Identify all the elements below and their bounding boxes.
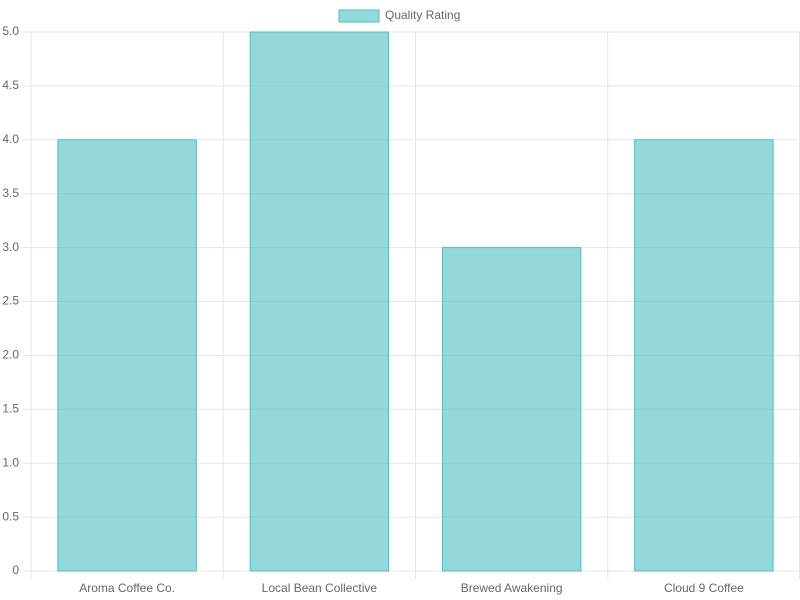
- y-tick-label: 3.0: [2, 240, 19, 254]
- y-tick-label: 1.5: [2, 401, 19, 415]
- bar: [634, 139, 774, 572]
- y-tick-label: 5.0: [2, 24, 19, 38]
- x-tick-label: Brewed Awakening: [461, 581, 563, 595]
- legend-label: Quality Rating: [385, 8, 460, 22]
- x-tick-label: Cloud 9 Coffee: [664, 581, 744, 595]
- bar: [249, 31, 390, 572]
- y-tick-label: 4.5: [2, 78, 19, 92]
- y-tick-label: 2.5: [2, 294, 19, 308]
- bar: [441, 247, 582, 572]
- y-tick-label: 0.5: [2, 509, 19, 523]
- legend-swatch: [338, 9, 380, 23]
- y-tick-label: 0: [12, 563, 19, 577]
- x-tick-label: Local Bean Collective: [262, 581, 378, 595]
- y-tick-label: 3.5: [2, 186, 19, 200]
- x-tick-label: Aroma Coffee Co.: [79, 581, 175, 595]
- y-tick-label: 4.0: [2, 132, 19, 146]
- bar: [57, 139, 197, 572]
- y-tick-label: 2.0: [2, 348, 19, 362]
- y-tick-label: 1.0: [2, 455, 19, 469]
